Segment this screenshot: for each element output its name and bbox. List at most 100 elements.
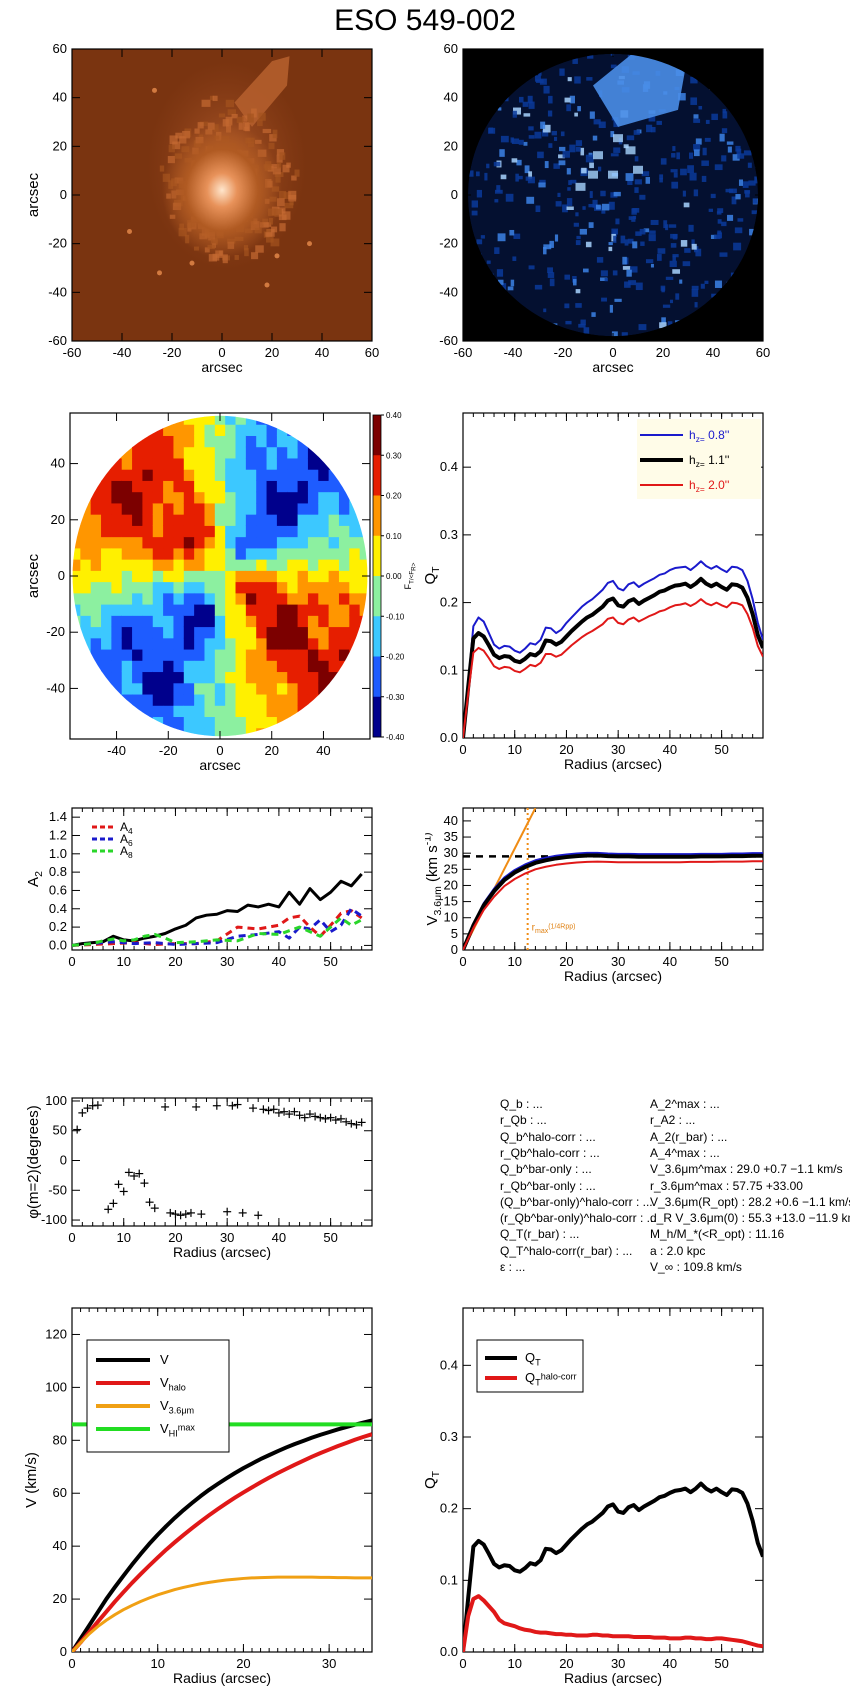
axes: -60 -40 -20 0 20 40 60 -60 -40 -20 0 20 40 60 arcsec — [439, 41, 770, 375]
x-tick-label: 50 — [323, 954, 337, 969]
image-pixel — [650, 219, 659, 225]
map-cell — [72, 559, 81, 571]
colorbar-segment — [373, 535, 381, 577]
map-cell — [214, 446, 226, 459]
map-cell — [90, 649, 102, 661]
map-cell — [101, 469, 112, 481]
map-cell — [338, 559, 350, 571]
image-pixel — [701, 160, 709, 166]
map-cell — [318, 446, 330, 459]
map-cell — [328, 694, 340, 706]
image-pixel — [199, 121, 209, 127]
image-pixel — [557, 192, 561, 198]
x-tick-label: 30 — [611, 742, 625, 757]
image-pixel — [208, 254, 218, 262]
image-pixel — [672, 269, 681, 274]
image-pixel — [683, 202, 690, 208]
map-cell — [256, 671, 268, 684]
map-cell — [101, 424, 112, 436]
legend-box — [476, 1339, 584, 1393]
map-cell — [204, 604, 216, 616]
image-pixel — [258, 112, 266, 121]
map-cell — [152, 637, 164, 650]
map-cell — [152, 649, 164, 661]
map-cell — [266, 514, 278, 526]
x-tick-label: 20 — [559, 1656, 573, 1671]
plot-frame — [69, 412, 371, 740]
map-cell — [204, 727, 216, 737]
map-cell — [318, 649, 330, 661]
image-pixel — [279, 152, 286, 160]
image-pixel — [656, 254, 662, 261]
map-cell — [183, 547, 195, 560]
map-cell — [245, 604, 257, 616]
image-pixel — [553, 163, 560, 169]
map-cell — [328, 570, 340, 583]
map-cell — [287, 415, 299, 425]
map-cell — [90, 435, 102, 448]
image-pixel — [573, 222, 579, 227]
x-tick-label: 20 — [265, 345, 279, 360]
map-cell — [256, 626, 268, 639]
legend-entry: VHImax — [160, 1421, 195, 1438]
map-cell — [101, 514, 112, 526]
map-cell — [214, 649, 226, 661]
map-cell — [287, 525, 299, 538]
image-pixel — [754, 176, 758, 184]
image-pixel — [610, 64, 617, 69]
image-pixel — [622, 266, 631, 270]
phase-point — [300, 1113, 309, 1122]
map-cell — [266, 637, 278, 650]
map-cell — [111, 637, 123, 650]
galaxy-core — [162, 122, 282, 259]
image-pixel — [691, 239, 695, 246]
map-cell — [225, 649, 237, 661]
map-cell — [214, 682, 226, 695]
map-cell — [132, 435, 143, 448]
map-cell — [225, 694, 237, 706]
map-cell — [101, 649, 112, 661]
legend-entry: V — [160, 1352, 169, 1367]
x-axis-label: arcsec — [199, 757, 240, 773]
image-pixel — [564, 274, 570, 280]
image-pixel — [615, 218, 620, 225]
y-tick-label: 0.2 — [440, 1501, 458, 1516]
map-cell — [90, 547, 102, 560]
x-tick-label: 60 — [365, 345, 379, 360]
map-cell — [204, 415, 216, 425]
map-cell — [359, 415, 368, 425]
image-pixel — [582, 206, 586, 210]
map-cell — [111, 592, 123, 605]
map-cell — [72, 446, 81, 459]
map-cell — [204, 469, 216, 481]
y-tick-label: 0.1 — [440, 662, 458, 677]
image-pixel — [698, 105, 703, 110]
map-cell — [266, 660, 278, 673]
map-cell — [152, 536, 164, 549]
axes: 0 10 20 30 0 20 40 60 80 100 120 Radius (arcsec) V (… — [23, 1307, 373, 1686]
image-pixel — [737, 153, 745, 159]
map-cell — [338, 502, 350, 515]
image-pixel — [539, 179, 546, 184]
map-cell — [318, 514, 330, 526]
map-cell — [276, 671, 288, 684]
map-cell — [194, 604, 205, 616]
map-cell — [132, 536, 143, 549]
image-pixel — [693, 114, 699, 119]
map-cell — [90, 502, 102, 515]
phase-angle-panel: 0 10 20 30 40 50 -100 -50 0 50 100 Radius (arcsec) φ… — [25, 1093, 373, 1260]
plot-area — [463, 808, 763, 950]
y-tick-label: 0 — [451, 187, 458, 202]
map-cell — [328, 649, 340, 661]
image-pixel — [601, 210, 606, 214]
y-tick-label: 0.0 — [440, 1644, 458, 1659]
image-pixel — [548, 95, 553, 104]
map-cell — [307, 660, 319, 673]
colorbar-tick-label: -0.20 — [386, 653, 405, 662]
map-cell — [276, 514, 288, 526]
phase-point — [130, 1171, 139, 1180]
map-cell — [132, 660, 143, 673]
image-pixel — [645, 177, 651, 184]
map-cell — [266, 570, 278, 583]
image-pixel — [735, 145, 741, 152]
